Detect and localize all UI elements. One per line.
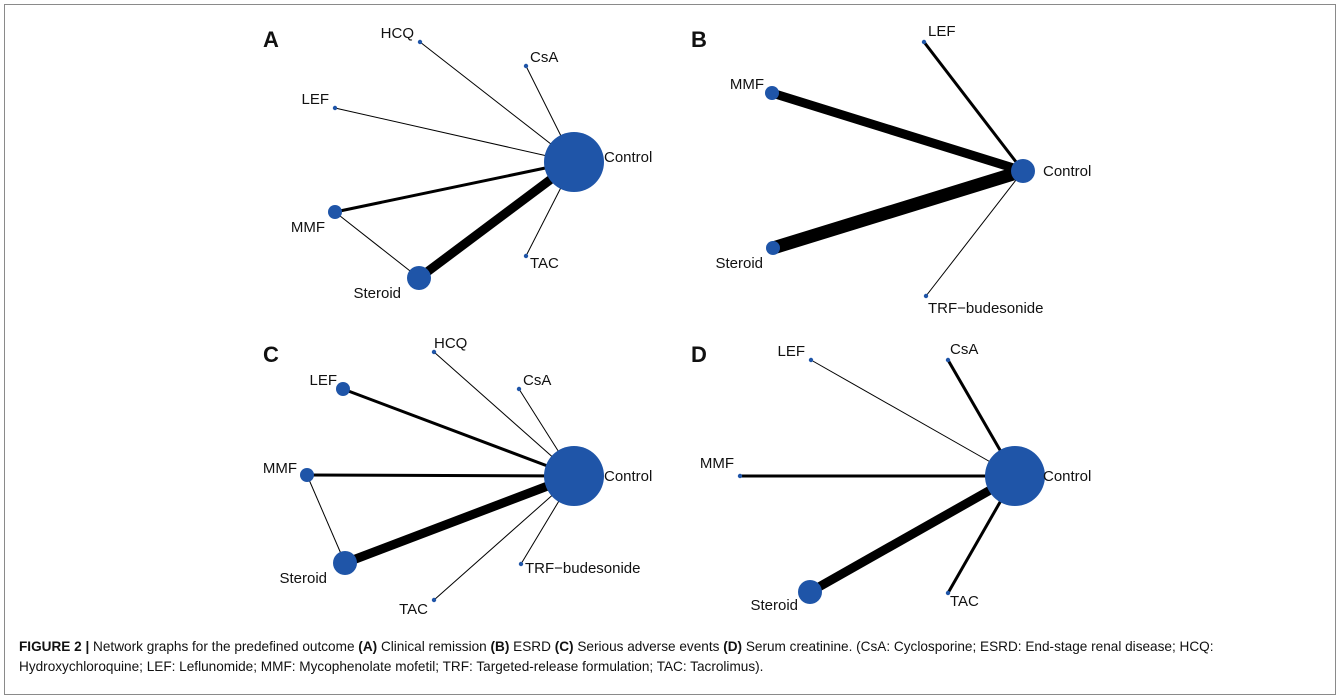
caption-text-2: Clinical remission	[377, 639, 491, 654]
panel-a-node-lef	[332, 105, 338, 111]
figure-caption: FIGURE 2 | Network graphs for the predef…	[19, 637, 1327, 677]
panel-d-edge-lef-control	[810, 359, 1016, 477]
panel-c-letter: C	[263, 342, 279, 367]
panel-b-label-control: Control	[1043, 163, 1091, 180]
panel-d-label-steroid: Steroid	[750, 597, 798, 614]
panel-a-label-steroid: Steroid	[353, 285, 401, 302]
panel-a-node-steroid	[407, 266, 431, 290]
panel-a-label-csa: CsA	[530, 49, 558, 66]
labels-layer: A HCQ CsA LEF Control MMF TAC Steroid B LEF MMF Con…	[263, 23, 1092, 618]
figure-frame	[4, 4, 1336, 695]
panel-b-label-steroid: Steroid	[715, 255, 763, 272]
panel-c-node-tac	[431, 597, 437, 603]
panel-c-label-steroid: Steroid	[279, 570, 327, 587]
panel-d-label-tac: TAC	[950, 593, 979, 610]
caption-text-4: Serious adverse events	[573, 639, 724, 654]
panel-c-label-lef: LEF	[309, 372, 337, 389]
panel-c-node-control	[544, 446, 604, 506]
panel-b-edge-mmf-control	[770, 88, 1025, 176]
edges-layer	[306, 41, 1025, 601]
panel-d-edge-steroid-control	[807, 472, 1018, 596]
panel-a-node-csa	[523, 63, 529, 69]
panel-a-edge-steroid-control	[416, 158, 577, 282]
caption-panel-d: (D)	[723, 639, 743, 654]
panel-d-letter: D	[691, 342, 707, 367]
panel-c-label-trf: TRF−budesonide	[525, 560, 641, 577]
panel-d-node-tac	[945, 590, 951, 596]
caption-panel-c: (C)	[554, 639, 574, 654]
panel-b-node-control	[1011, 159, 1035, 183]
panel-d-node-control	[985, 446, 1045, 506]
panel-c-edge-tac-control	[433, 475, 575, 601]
panel-a-edge-mmf-control	[334, 160, 575, 214]
panel-d-label-lef: LEF	[777, 343, 805, 360]
panel-b-node-mmf	[765, 86, 779, 100]
panel-c-edge-mmf-control	[306, 473, 575, 478]
panel-c-node-csa	[516, 386, 522, 392]
panel-a-label-control: Control	[604, 149, 652, 166]
panel-c-label-control: Control	[604, 468, 652, 485]
panel-d-label-mmf: MMF	[700, 455, 734, 472]
panel-c-node-lef	[336, 382, 350, 396]
network-graphs-figure: A HCQ CsA LEF Control MMF TAC Steroid B LEF MMF Con…	[263, 23, 1092, 618]
panel-c-edge-mmf-steroid	[306, 474, 346, 564]
panel-b-node-steroid	[766, 241, 780, 255]
caption-panel-b: (B)	[490, 639, 510, 654]
caption-text-1: Network graphs for the predefined outcom…	[89, 639, 359, 654]
panel-c-label-mmf: MMF	[263, 460, 297, 477]
panel-c-edge-lef-control	[342, 387, 575, 478]
panel-b-label-lef: LEF	[928, 23, 956, 40]
panel-d-node-csa	[945, 357, 951, 363]
panel-c-label-hcq: HCQ	[434, 335, 467, 352]
panel-a-label-tac: TAC	[530, 255, 559, 272]
panel-a-edge-hcq-control	[419, 41, 575, 163]
panel-a-node-mmf	[328, 205, 342, 219]
panel-b-label-trf: TRF−budesonide	[928, 300, 1044, 317]
panel-c-node-trf	[518, 561, 524, 567]
panel-c-node-mmf	[300, 468, 314, 482]
figure-label: FIGURE 2 |	[19, 639, 90, 654]
panel-c-label-tac: TAC	[399, 601, 428, 618]
panel-d-label-csa: CsA	[950, 341, 978, 358]
caption-text-5: Serum creatinine. (CsA: Cyclosporine; ES…	[19, 639, 1214, 674]
panel-b-edge-steroid-control	[771, 164, 1025, 255]
panel-b-letter: B	[691, 27, 707, 52]
panel-a-label-mmf: MMF	[291, 219, 325, 236]
panel-c-edge-steroid-control	[343, 471, 576, 568]
panel-a-node-control	[544, 132, 604, 192]
panel-a-label-lef: LEF	[301, 91, 329, 108]
panel-b-label-mmf: MMF	[730, 76, 764, 93]
panel-d-node-steroid	[798, 580, 822, 604]
panel-c-node-hcq	[431, 349, 437, 355]
panel-b-edge-trf-control	[925, 170, 1024, 297]
panel-a-node-tac	[523, 253, 529, 259]
panel-a-node-hcq	[417, 39, 423, 45]
caption-panel-a: (A)	[358, 639, 378, 654]
panel-c-label-csa: CsA	[523, 372, 551, 389]
panel-c-node-steroid	[333, 551, 357, 575]
caption-text-3: ESRD	[509, 639, 555, 654]
panel-b-node-lef	[921, 39, 927, 45]
panel-d-node-lef	[808, 357, 814, 363]
panel-d-label-control: Control	[1043, 468, 1091, 485]
nodes-layer	[300, 39, 1045, 604]
panel-b-edge-lef-control	[922, 41, 1025, 172]
panel-b-node-trf	[923, 293, 929, 299]
panel-a-label-hcq: HCQ	[381, 25, 414, 42]
panel-a-letter: A	[263, 27, 279, 52]
panel-c-edge-hcq-control	[433, 351, 575, 477]
panel-d-node-mmf	[737, 473, 743, 479]
panel-a-edge-lef-control	[334, 107, 575, 163]
panel-a-edge-mmf-steroid	[334, 211, 420, 279]
